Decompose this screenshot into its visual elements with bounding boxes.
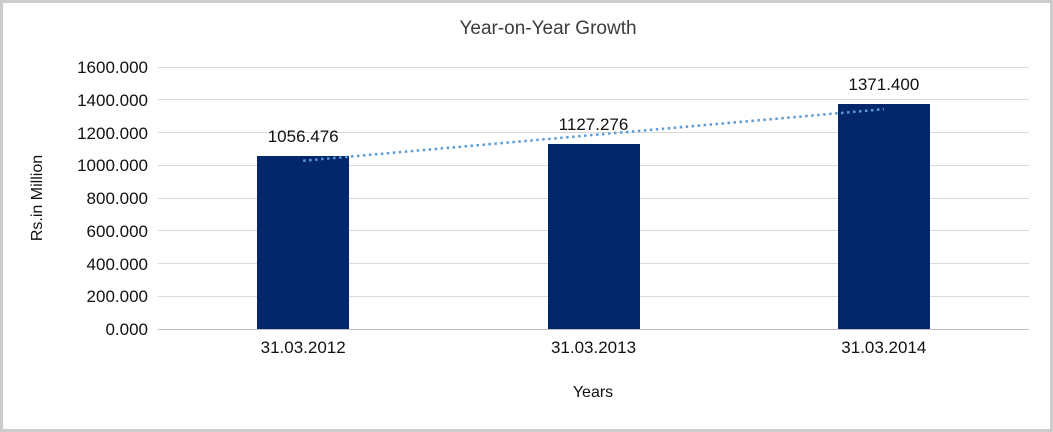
gridline [158,99,1029,101]
x-category-label: 31.03.2013 [550,338,637,357]
y-tick-label: 600.000 [86,221,148,241]
x-axis-line [158,328,1029,330]
data-label: 1371.400 [848,75,920,95]
y-tick-label: 0.000 [105,320,148,339]
y-tick-label: 1400.000 [77,90,148,110]
y-tick-label: 400.000 [86,254,148,274]
y-tick-label: 800.000 [86,189,148,208]
y-tick-label: 1600.000 [77,58,148,77]
x-category-label: 31.03.2012 [260,338,346,357]
chart-title: Year-on-Year Growth [459,18,637,39]
bar-31.03.2012 [257,156,350,329]
y-tick-label: 1200.000 [77,123,148,143]
bar-31.03.2014 [837,104,930,329]
y-tick-label: 200.000 [86,287,148,307]
data-label: 1056.476 [267,127,339,146]
x-axis-title: Years [572,384,614,401]
data-label: 1127.276 [558,115,629,135]
x-category-label: 31.03.2014 [841,338,927,357]
y-tick-label: 1000.000 [77,156,148,176]
bar-31.03.2013 [547,144,640,329]
gridline [158,66,1029,68]
